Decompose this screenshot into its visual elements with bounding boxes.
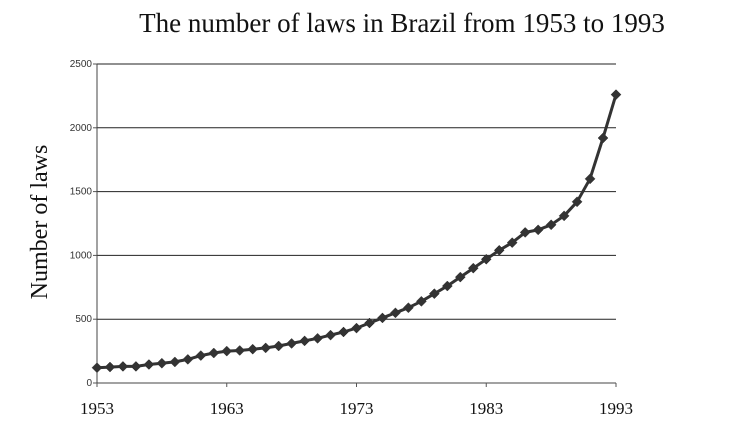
data-point (480, 253, 492, 265)
data-point (143, 359, 155, 370)
data-point (195, 350, 207, 361)
data-point (208, 347, 220, 359)
data-point (156, 357, 168, 369)
data-point (467, 262, 479, 274)
data-point (403, 302, 414, 314)
x-tick-label: 1983 (469, 399, 503, 418)
data-point (519, 227, 531, 238)
x-tick-label: 1973 (340, 399, 374, 418)
data-point (584, 173, 596, 185)
data-point (234, 345, 246, 356)
x-tick-label: 1963 (210, 399, 244, 418)
data-point (441, 280, 453, 292)
data-point (182, 354, 194, 365)
y-tick-label: 1500 (70, 187, 93, 198)
x-tick-label: 1953 (80, 399, 114, 418)
y-tick-label: 2500 (70, 59, 93, 70)
y-tick-label: 2000 (70, 123, 93, 134)
y-tick-label: 500 (75, 314, 92, 325)
y-tick-labels: 0 500 1000 1500 2000 2500 (70, 59, 93, 389)
data-point (221, 345, 233, 357)
data-point (364, 317, 375, 329)
data-point (325, 329, 336, 341)
data-point (506, 237, 518, 248)
y-tick-label: 1000 (70, 250, 93, 261)
x-tick-label: 1993 (599, 399, 633, 418)
y-axis-title: Number of laws (27, 145, 53, 300)
data-point (532, 224, 544, 236)
data-point (91, 362, 103, 374)
chart-title: The number of laws in Brazil from 1953 t… (139, 8, 665, 38)
data-point (260, 342, 272, 354)
data-point (338, 326, 349, 338)
data-point (571, 196, 583, 208)
data-point (377, 312, 388, 324)
data-point (104, 361, 116, 373)
data-point (312, 332, 323, 344)
data-point (597, 132, 609, 144)
data-point (610, 89, 622, 100)
grid-lines (97, 63, 616, 320)
series-layer (91, 89, 622, 374)
data-point (117, 361, 129, 372)
data-point (273, 340, 285, 352)
data-point (493, 244, 505, 256)
data-point (428, 288, 440, 300)
data-point (299, 335, 310, 347)
data-point (130, 361, 142, 372)
data-point (416, 295, 427, 307)
axes (93, 63, 617, 387)
data-point (390, 307, 401, 319)
y-tick-label: 0 (86, 378, 92, 389)
data-point (558, 210, 570, 222)
data-point (247, 343, 259, 355)
data-point (169, 356, 181, 368)
data-point (286, 338, 297, 349)
data-point (545, 219, 557, 231)
data-point (351, 322, 362, 334)
data-point (454, 271, 466, 283)
x-tick-labels: 1953 1963 1973 1983 1993 (80, 399, 633, 418)
